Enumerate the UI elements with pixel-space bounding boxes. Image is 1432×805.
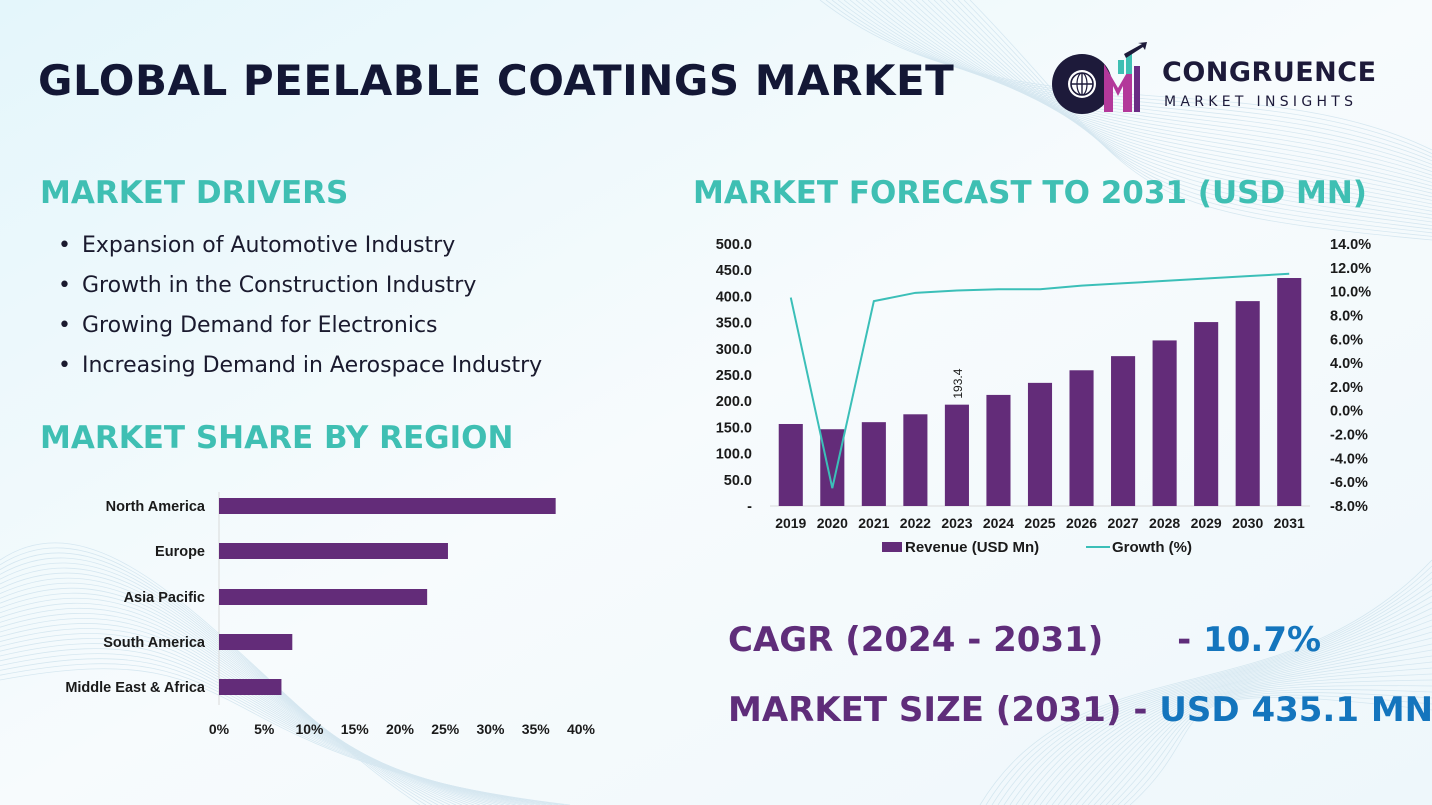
forecast-y2-tick-label: -2.0% bbox=[1330, 428, 1368, 444]
region-category-label: Middle East & Africa bbox=[65, 680, 206, 696]
forecast-bar bbox=[1152, 340, 1177, 506]
forecast-data-label: 193.4 bbox=[951, 368, 965, 398]
region-category-label: North America bbox=[106, 499, 206, 515]
forecast-y2-tick-label: 2.0% bbox=[1330, 380, 1363, 396]
region-category-label: South America bbox=[103, 635, 206, 651]
forecast-x-tick-label: 2025 bbox=[1024, 515, 1055, 531]
cagr-stat: CAGR (2024 - 2031) - 10.7% bbox=[728, 620, 1321, 660]
region-bar bbox=[219, 679, 282, 695]
legend-revenue-swatch bbox=[882, 542, 902, 552]
forecast-y-tick-label: 100.0 bbox=[716, 447, 752, 463]
region-bar bbox=[219, 634, 293, 650]
region-x-tick-label: 10% bbox=[295, 721, 324, 737]
forecast-y2-tick-label: 6.0% bbox=[1330, 332, 1363, 348]
drivers-list: • Expansion of Automotive Industry • Growt… bbox=[58, 230, 542, 390]
forecast-x-tick-label: 2020 bbox=[817, 515, 848, 531]
region-x-tick-label: 30% bbox=[476, 721, 505, 737]
forecast-y2-tick-label: -4.0% bbox=[1330, 451, 1368, 467]
size-label: MARKET SIZE (2031) bbox=[728, 690, 1122, 730]
forecast-x-tick-label: 2021 bbox=[858, 515, 889, 531]
region-x-tick-label: 5% bbox=[254, 721, 275, 737]
forecast-y2-tick-label: -6.0% bbox=[1330, 475, 1368, 491]
page-title: GLOBAL PEELABLE COATINGS MARKET bbox=[38, 56, 955, 105]
forecast-y2-tick-label: 8.0% bbox=[1330, 308, 1363, 324]
forecast-y-tick-label: 250.0 bbox=[716, 368, 752, 384]
forecast-bar bbox=[1069, 370, 1094, 506]
logo-mark-icon bbox=[1052, 42, 1147, 114]
forecast-bar bbox=[986, 394, 1011, 506]
forecast-y-tick-label: 400.0 bbox=[716, 289, 752, 305]
forecast-y-tick-label: 200.0 bbox=[716, 394, 752, 410]
forecast-y-tick-label: 450.0 bbox=[716, 263, 752, 279]
forecast-x-tick-label: 2031 bbox=[1274, 515, 1305, 531]
region-x-tick-label: 25% bbox=[431, 721, 460, 737]
region-category-label: Asia Pacific bbox=[124, 590, 205, 606]
forecast-bar bbox=[861, 422, 886, 506]
region-bar bbox=[219, 543, 448, 559]
size-separator: - bbox=[1121, 690, 1160, 730]
cagr-separator: - bbox=[1177, 620, 1204, 660]
forecast-bar bbox=[778, 423, 803, 506]
region-category-label: Europe bbox=[155, 544, 205, 560]
company-logo: CONGRUENCE MARKET INSIGHTS bbox=[1046, 42, 1396, 122]
forecast-y-tick-label: 300.0 bbox=[716, 342, 752, 358]
forecast-bar bbox=[1235, 301, 1260, 506]
forecast-y-tick-label: - bbox=[747, 499, 752, 515]
size-value: USD 435.1 MN bbox=[1159, 690, 1432, 730]
cagr-label: CAGR (2024 - 2031) bbox=[728, 620, 1104, 660]
growth-line bbox=[789, 272, 1290, 489]
region-x-tick-label: 35% bbox=[522, 721, 551, 737]
driver-item: • Expansion of Automotive Industry bbox=[58, 233, 456, 258]
region-x-tick-label: 0% bbox=[209, 721, 230, 737]
forecast-y2-tick-label: 14.0% bbox=[1330, 237, 1371, 253]
logo-tagline: MARKET INSIGHTS bbox=[1164, 94, 1358, 110]
forecast-y2-tick-label: 10.0% bbox=[1330, 285, 1371, 301]
forecast-y-tick-label: 50.0 bbox=[724, 473, 752, 489]
forecast-x-tick-label: 2028 bbox=[1149, 515, 1180, 531]
forecast-y-tick-label: 500.0 bbox=[716, 237, 752, 253]
drivers-heading: MARKET DRIVERS bbox=[40, 175, 349, 211]
forecast-bar bbox=[820, 429, 845, 506]
forecast-y2-tick-label: -8.0% bbox=[1330, 499, 1368, 515]
forecast-bar bbox=[1111, 356, 1136, 506]
forecast-y-tick-label: 350.0 bbox=[716, 316, 752, 332]
forecast-bar bbox=[1027, 382, 1053, 506]
region-bar bbox=[219, 589, 428, 605]
forecast-y-tick-label: 150.0 bbox=[716, 420, 752, 436]
forecast-x-tick-label: 2019 bbox=[775, 515, 806, 531]
region-share-chart: North America Europe Asia Pacific South Ame… bbox=[65, 492, 596, 737]
region-x-tick-label: 20% bbox=[386, 721, 415, 737]
driver-item: • Growth in the Construction Industry bbox=[58, 273, 477, 298]
forecast-y2-tick-label: 12.0% bbox=[1330, 261, 1371, 277]
driver-item: • Increasing Demand in Aerospace Industry bbox=[58, 353, 543, 378]
region-x-tick-label: 40% bbox=[567, 721, 596, 737]
driver-item: • Growing Demand for Electronics bbox=[58, 313, 438, 338]
forecast-x-tick-label: 2023 bbox=[941, 515, 972, 531]
region-heading: MARKET SHARE BY REGION bbox=[40, 420, 514, 456]
market-size-stat: MARKET SIZE (2031) - USD 435.1 MN bbox=[728, 690, 1432, 730]
forecast-x-tick-label: 2026 bbox=[1066, 515, 1097, 531]
forecast-y2-tick-label: 0.0% bbox=[1330, 404, 1363, 420]
forecast-bar bbox=[903, 414, 928, 506]
cagr-value: 10.7% bbox=[1203, 620, 1322, 660]
forecast-bar bbox=[1194, 322, 1219, 506]
forecast-bar bbox=[1277, 278, 1302, 506]
legend-growth-label: Growth (%) bbox=[1112, 539, 1192, 556]
forecast-x-tick-label: 2022 bbox=[900, 515, 931, 531]
logo-name: CONGRUENCE bbox=[1162, 57, 1377, 88]
forecast-x-tick-label: 2027 bbox=[1107, 515, 1138, 531]
forecast-x-tick-label: 2029 bbox=[1191, 515, 1222, 531]
forecast-x-tick-label: 2030 bbox=[1232, 515, 1263, 531]
forecast-y2-tick-label: 4.0% bbox=[1330, 356, 1363, 372]
forecast-chart: - 50.0 100.0 150.0 200.0 250.0 300.0 350.0 400.0… bbox=[716, 237, 1372, 556]
region-x-tick-label: 15% bbox=[341, 721, 370, 737]
region-bar bbox=[219, 498, 556, 514]
legend-revenue-label: Revenue (USD Mn) bbox=[905, 539, 1039, 556]
forecast-heading: MARKET FORECAST TO 2031 (USD MN) bbox=[693, 175, 1367, 211]
forecast-x-tick-label: 2024 bbox=[983, 515, 1014, 531]
forecast-bar bbox=[944, 404, 969, 506]
